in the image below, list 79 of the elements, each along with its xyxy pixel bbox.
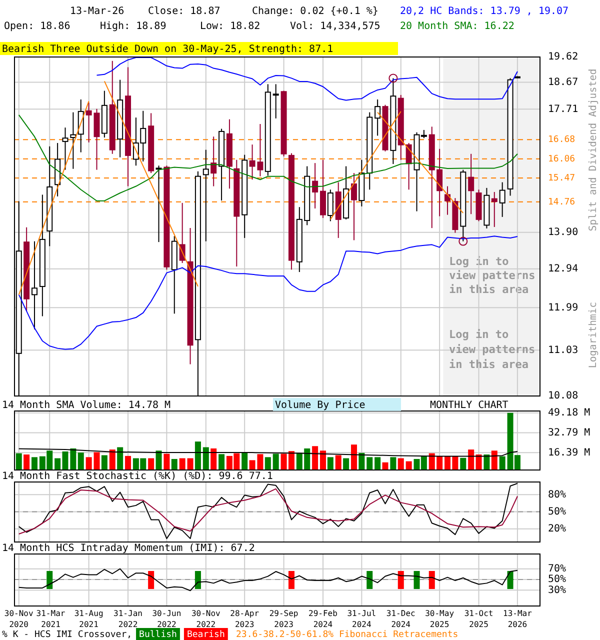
annotation: Volume By Price <box>275 400 366 411</box>
x-tick-label: 31-Oct 2025 <box>464 609 494 629</box>
y-tick-label: 16.39 M <box>548 447 590 458</box>
ref-line-label: 15.47 <box>548 173 576 184</box>
candlestick <box>374 98 381 136</box>
candlestick <box>62 127 68 170</box>
candlestick <box>320 159 326 218</box>
text: 13-Mar-26 <box>70 6 124 17</box>
y-axis-title: Split and Dividend Adjusted <box>588 68 599 232</box>
ref-line-label: 16.68 <box>548 135 576 146</box>
line-series <box>18 568 518 592</box>
text: 20 Month SMA: 16.22 <box>400 21 514 32</box>
y-tick-label: 19.62 <box>548 52 578 63</box>
candlestick <box>70 112 76 170</box>
chart-title: 14 Month HCS Intraday Momentum (IMI): 67.2 <box>2 543 255 554</box>
x-tick-label: 30-May 2025 <box>425 609 454 629</box>
annotation: Log in to view patterns in this area <box>449 328 536 371</box>
x-tick-label: 29-Feb 2024 <box>308 609 338 629</box>
text: Vol: 14,334,575 <box>290 21 380 32</box>
y-tick-label: 13.90 <box>548 227 578 238</box>
text: 23.6-38.2-50-61.8% Fibonacci Retracements <box>236 630 458 640</box>
y-tick-label: 49.18 M <box>548 408 590 419</box>
line-series <box>18 114 518 202</box>
text: Logarithmic <box>588 302 599 368</box>
y-tick-label: 20% <box>548 524 566 535</box>
legend-title: % K - HCS IMI Crossover, <box>2 630 132 640</box>
candlestick <box>312 162 318 209</box>
y-tick-label: 30% <box>548 584 566 596</box>
y-tick-label: 11.03 <box>548 344 578 356</box>
x-tick-label: 31-Jan 2022 <box>114 609 143 629</box>
x-tick-label: 31-Aug 2021 <box>74 609 104 629</box>
candlestick <box>272 84 279 119</box>
line-series <box>96 57 518 101</box>
candlestick <box>94 108 100 170</box>
y-tick-label: 10.08 <box>548 390 578 402</box>
y-tick-label: 80% <box>548 489 566 500</box>
x-tick-label: 28-Apr 2023 <box>230 609 260 629</box>
candlestick <box>499 182 506 218</box>
x-tick-label: 29-Sep 2023 <box>269 609 298 629</box>
x-tick-label: 13-Mar 2026 <box>503 609 532 629</box>
y-tick-label: 11.99 <box>548 302 578 314</box>
candlestick <box>468 153 474 215</box>
text: Close: 18.87 <box>148 6 220 17</box>
y-tick-label: 50% <box>548 574 566 586</box>
y-tick-label: 18.67 <box>548 76 578 88</box>
x-tick-label: 31-Mar 2021 <box>36 609 66 629</box>
annotation: MONTHLY CHART <box>430 400 508 411</box>
x-tick-label: 30-Nov 2022 <box>191 609 221 629</box>
candlestick <box>202 149 209 242</box>
text: Open: 18.86 <box>4 21 70 32</box>
chart-title: 14 Month Fast Stochastic (%K) (%D): 99.6 77.1 <box>2 471 273 482</box>
y-tick-label: 70% <box>548 564 566 575</box>
text: 20,2 HC Bands: 13.79 , 19.07 <box>400 6 569 17</box>
candlestick <box>156 165 162 243</box>
line-series <box>18 488 518 534</box>
line-series <box>18 448 518 457</box>
chart-title: 14 Month SMA Volume: 14.78 M <box>2 400 171 411</box>
text: Bearish Three Outside Down on 30-May-25, Strength: 87.1 <box>2 44 334 55</box>
x-tick-label: 31-Jul 2024 <box>347 609 376 629</box>
x-tick-label: 30-Nov 2020 <box>4 609 34 629</box>
ref-line-label: 14.76 <box>548 197 576 208</box>
text: Change: 0.02 {+0.1 %} <box>252 6 378 17</box>
candlestick <box>210 136 217 187</box>
candlestick <box>491 191 498 228</box>
y-tick-label: 50% <box>548 506 566 518</box>
ref-line-label: 16.06 <box>548 154 576 164</box>
y-tick-label: 12.94 <box>548 264 578 275</box>
candlestick <box>86 102 92 143</box>
y-tick-label: 17.71 <box>548 104 578 115</box>
text: Bullish <box>139 630 177 640</box>
text: High: 18.89 <box>100 21 166 32</box>
candlestick <box>350 172 357 241</box>
y-tick-label: 32.79 M <box>548 427 590 438</box>
text: Bearish <box>186 630 225 640</box>
candlestick <box>327 189 334 222</box>
text: Low: 18.82 <box>200 21 260 32</box>
candlestick <box>31 240 38 330</box>
x-tick-label: 31-Dec 2024 <box>386 609 416 629</box>
x-tick-label: 30-Jun 2022 <box>152 609 182 629</box>
